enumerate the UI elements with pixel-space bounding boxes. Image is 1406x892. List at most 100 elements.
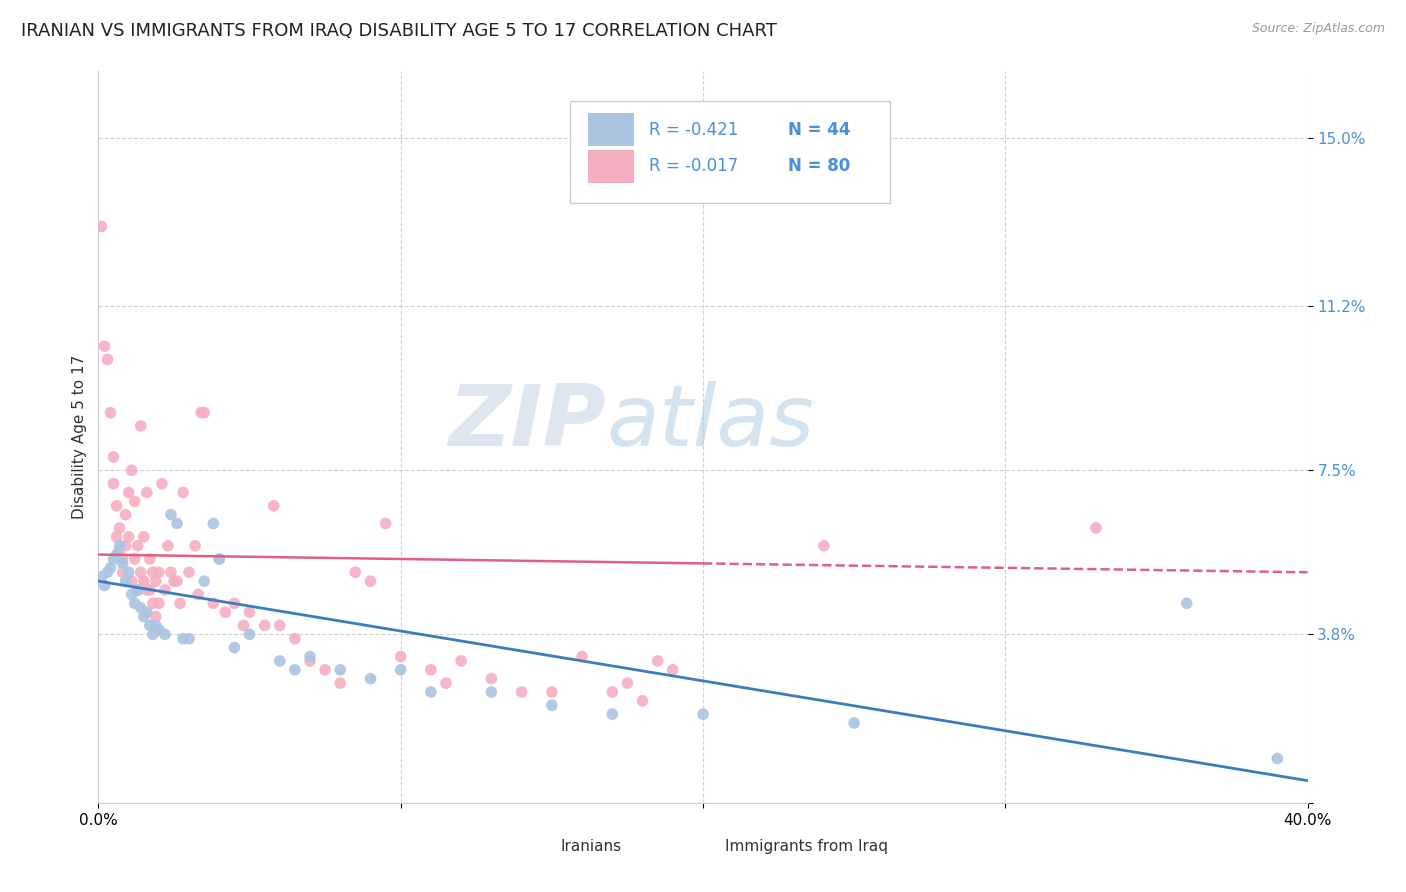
Point bbox=[647, 654, 669, 668]
Point bbox=[111, 566, 134, 580]
Point bbox=[1175, 596, 1198, 610]
Point bbox=[124, 552, 146, 566]
Point bbox=[224, 640, 246, 655]
Point bbox=[166, 574, 188, 589]
Point bbox=[434, 676, 457, 690]
Point bbox=[135, 485, 157, 500]
Point bbox=[129, 566, 152, 580]
Point bbox=[103, 476, 125, 491]
Point bbox=[100, 406, 122, 420]
Point bbox=[232, 618, 254, 632]
Point bbox=[96, 566, 118, 580]
Point bbox=[127, 582, 149, 597]
Text: ZIP: ZIP bbox=[449, 381, 606, 464]
Point bbox=[374, 516, 396, 531]
Point bbox=[148, 596, 170, 610]
Point bbox=[100, 561, 122, 575]
Point bbox=[148, 623, 170, 637]
Point bbox=[631, 694, 654, 708]
Point bbox=[127, 539, 149, 553]
Point bbox=[132, 530, 155, 544]
Point bbox=[139, 618, 162, 632]
Point bbox=[284, 663, 307, 677]
Point bbox=[510, 685, 533, 699]
Point bbox=[299, 649, 322, 664]
Point bbox=[187, 587, 209, 601]
Point bbox=[105, 530, 128, 544]
Text: IRANIAN VS IMMIGRANTS FROM IRAQ DISABILITY AGE 5 TO 17 CORRELATION CHART: IRANIAN VS IMMIGRANTS FROM IRAQ DISABILI… bbox=[21, 22, 778, 40]
FancyBboxPatch shape bbox=[569, 101, 890, 203]
Point bbox=[389, 649, 412, 664]
Point bbox=[142, 627, 165, 641]
Point bbox=[389, 663, 412, 677]
Point bbox=[263, 499, 285, 513]
Point bbox=[269, 654, 291, 668]
Point bbox=[142, 566, 165, 580]
Point bbox=[160, 508, 183, 522]
Point bbox=[153, 627, 176, 641]
Point bbox=[90, 219, 112, 234]
Point bbox=[111, 552, 134, 566]
Point bbox=[129, 419, 152, 434]
Point bbox=[145, 609, 167, 624]
Point bbox=[602, 707, 624, 722]
Point bbox=[208, 552, 231, 566]
Point bbox=[481, 672, 503, 686]
Point bbox=[93, 339, 115, 353]
Point bbox=[329, 676, 352, 690]
Text: R = -0.017: R = -0.017 bbox=[648, 158, 738, 176]
Point bbox=[420, 685, 443, 699]
Point bbox=[118, 566, 141, 580]
Point bbox=[692, 707, 714, 722]
Point bbox=[108, 539, 131, 553]
Point bbox=[121, 587, 143, 601]
Text: N = 80: N = 80 bbox=[787, 158, 849, 176]
Point bbox=[160, 566, 183, 580]
Point bbox=[844, 716, 866, 731]
Point bbox=[602, 685, 624, 699]
Point bbox=[121, 574, 143, 589]
Point bbox=[132, 609, 155, 624]
Point bbox=[93, 578, 115, 592]
Point bbox=[135, 582, 157, 597]
Point bbox=[145, 618, 167, 632]
Point bbox=[1267, 751, 1289, 765]
Point bbox=[269, 618, 291, 632]
Point bbox=[360, 574, 382, 589]
Point bbox=[108, 521, 131, 535]
Point bbox=[145, 574, 167, 589]
Point bbox=[179, 566, 201, 580]
Point bbox=[481, 685, 503, 699]
Point bbox=[239, 605, 262, 619]
Point bbox=[214, 605, 236, 619]
Text: N = 44: N = 44 bbox=[787, 121, 851, 139]
Point bbox=[202, 596, 225, 610]
Point bbox=[111, 557, 134, 571]
Point bbox=[314, 663, 336, 677]
Point bbox=[224, 596, 246, 610]
Point bbox=[169, 596, 191, 610]
Point bbox=[172, 485, 194, 500]
Point bbox=[360, 672, 382, 686]
Point bbox=[163, 574, 186, 589]
Point bbox=[190, 406, 212, 420]
Text: Immigrants from Iraq: Immigrants from Iraq bbox=[724, 839, 887, 855]
Point bbox=[114, 508, 136, 522]
Point bbox=[118, 485, 141, 500]
FancyBboxPatch shape bbox=[588, 113, 634, 146]
Point bbox=[420, 663, 443, 677]
Point bbox=[153, 582, 176, 597]
Point bbox=[239, 627, 262, 641]
FancyBboxPatch shape bbox=[679, 835, 713, 863]
Point bbox=[450, 654, 472, 668]
Point bbox=[103, 450, 125, 464]
Point bbox=[132, 574, 155, 589]
Text: R = -0.421: R = -0.421 bbox=[648, 121, 738, 139]
Point bbox=[208, 552, 231, 566]
FancyBboxPatch shape bbox=[588, 150, 634, 183]
Point bbox=[118, 530, 141, 544]
Point bbox=[148, 566, 170, 580]
Point bbox=[571, 649, 593, 664]
Point bbox=[129, 600, 152, 615]
Point bbox=[127, 582, 149, 597]
